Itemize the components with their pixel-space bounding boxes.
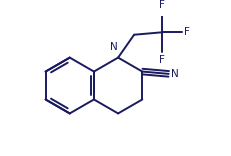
Text: F: F — [184, 27, 190, 37]
Text: F: F — [159, 0, 165, 10]
Text: N: N — [110, 42, 118, 52]
Text: F: F — [159, 55, 165, 65]
Text: N: N — [171, 69, 179, 79]
